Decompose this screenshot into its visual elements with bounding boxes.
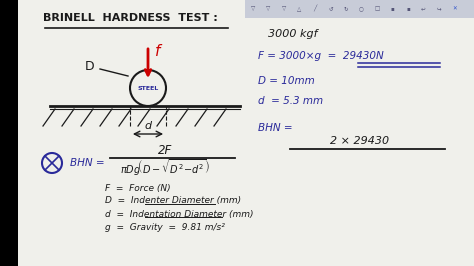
Text: ○: ○ — [359, 6, 364, 11]
Text: STEEL: STEEL — [137, 85, 159, 90]
Bar — [0, 0, 18, 266]
Text: D  =  Indenter Diameter (mm): D = Indenter Diameter (mm) — [105, 197, 241, 206]
Text: ↺: ↺ — [328, 6, 333, 11]
Text: d  = 5.3 mm: d = 5.3 mm — [258, 96, 323, 106]
Text: ↻: ↻ — [344, 6, 348, 11]
Text: ▽: ▽ — [266, 6, 271, 11]
Text: ▽: ▽ — [251, 6, 255, 11]
Text: D: D — [85, 60, 95, 73]
Text: d  =  Indentation Diameter (mm): d = Indentation Diameter (mm) — [105, 210, 254, 218]
Text: ▪: ▪ — [391, 6, 394, 11]
Text: ╱: ╱ — [313, 6, 317, 13]
Text: ↪: ↪ — [437, 6, 441, 11]
Text: 2F: 2F — [158, 144, 172, 157]
Text: ↩: ↩ — [421, 6, 426, 11]
Text: $\pi Dg\!\left(D-\sqrt{D^2\!-\!d^2}\right)$: $\pi Dg\!\left(D-\sqrt{D^2\!-\!d^2}\righ… — [120, 158, 210, 178]
Text: ▪: ▪ — [406, 6, 410, 11]
Text: 2 × 29430: 2 × 29430 — [330, 136, 390, 146]
Text: D = 10mm: D = 10mm — [258, 76, 315, 86]
Text: 3000 kgf: 3000 kgf — [268, 29, 318, 39]
Text: f: f — [155, 44, 160, 59]
Text: ✕: ✕ — [452, 6, 457, 11]
Text: ▽: ▽ — [282, 6, 286, 11]
Text: F  =  Force (N): F = Force (N) — [105, 184, 171, 193]
Text: d: d — [145, 121, 152, 131]
Text: BRINELL  HARDNESS  TEST :: BRINELL HARDNESS TEST : — [43, 13, 218, 23]
Text: g  =  Gravity  =  9.81 m/s²: g = Gravity = 9.81 m/s² — [105, 222, 225, 231]
Text: BHN =: BHN = — [70, 158, 105, 168]
Text: BHN =: BHN = — [258, 123, 292, 133]
Text: □: □ — [374, 6, 380, 11]
Bar — [245, 0, 474, 18]
Text: △: △ — [297, 6, 301, 11]
Text: F = 3000×g  =  29430N: F = 3000×g = 29430N — [258, 51, 384, 61]
